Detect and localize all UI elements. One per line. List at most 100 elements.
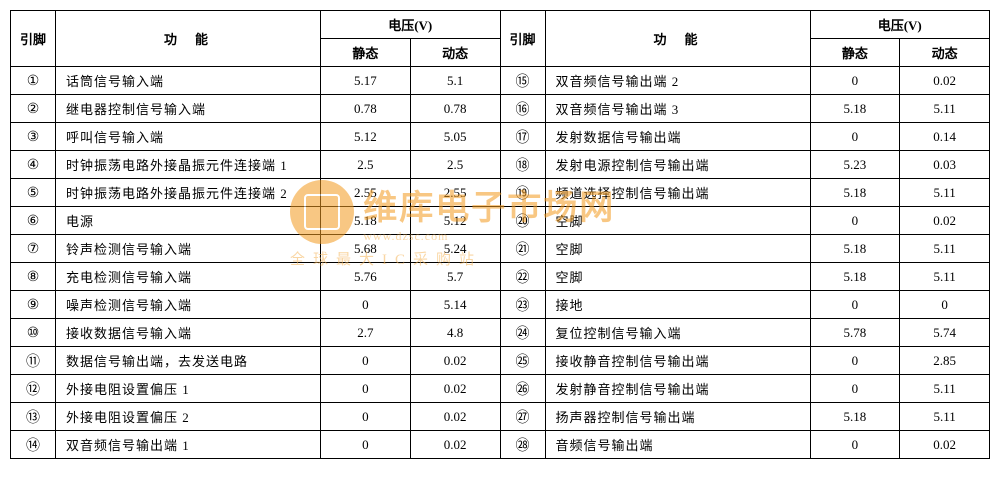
- dynamic-cell: 5.1: [410, 67, 500, 95]
- table-row: ⑤时钟振荡电路外接晶振元件连接端 22.552.55⑲频道选择控制信号输出端5.…: [11, 179, 990, 207]
- func-cell: 接收数据信号输入端: [56, 319, 321, 347]
- static-cell: 0: [321, 431, 411, 459]
- table-row: ⑬外接电阻设置偏压 200.02㉗扬声器控制信号输出端5.185.11: [11, 403, 990, 431]
- pin-cell: ⑧: [11, 263, 56, 291]
- header-volt-left: 电压(V): [321, 11, 501, 39]
- static-cell: 0: [810, 123, 900, 151]
- dynamic-cell: 0: [900, 291, 990, 319]
- dynamic-cell: 0.02: [900, 67, 990, 95]
- table-row: ⑥电源5.185.12⑳空脚00.02: [11, 207, 990, 235]
- header-static-left: 静态: [321, 39, 411, 67]
- dynamic-cell: 5.11: [900, 179, 990, 207]
- func-cell: 继电器控制信号输入端: [56, 95, 321, 123]
- pin-cell: ①: [11, 67, 56, 95]
- pin-cell: ⑮: [500, 67, 545, 95]
- table-row: ②继电器控制信号输入端0.780.78⑯双音频信号输出端 35.185.11: [11, 95, 990, 123]
- func-cell: 发射静音控制信号输出端: [545, 375, 810, 403]
- static-cell: 5.76: [321, 263, 411, 291]
- pin-cell: ⑰: [500, 123, 545, 151]
- table-row: ④时钟振荡电路外接晶振元件连接端 12.52.5⑱发射电源控制信号输出端5.23…: [11, 151, 990, 179]
- static-cell: 5.12: [321, 123, 411, 151]
- dynamic-cell: 2.55: [410, 179, 500, 207]
- pin-cell: ④: [11, 151, 56, 179]
- func-cell: 呼叫信号输入端: [56, 123, 321, 151]
- static-cell: 5.18: [321, 207, 411, 235]
- static-cell: 0: [810, 347, 900, 375]
- func-cell: 发射电源控制信号输出端: [545, 151, 810, 179]
- table-row: ①话筒信号输入端5.175.1⑮双音频信号输出端 200.02: [11, 67, 990, 95]
- func-cell: 发射数据信号输出端: [545, 123, 810, 151]
- table-row: ⑧充电检测信号输入端5.765.7㉒空脚5.185.11: [11, 263, 990, 291]
- pin-cell: ②: [11, 95, 56, 123]
- pin-function-table: 引脚 功能 电压(V) 引脚 功能 电压(V) 静态 动态 静态 动态 ①话筒信…: [10, 10, 990, 459]
- func-cell: 频道选择控制信号输出端: [545, 179, 810, 207]
- dynamic-cell: 0.03: [900, 151, 990, 179]
- pin-cell: ㉑: [500, 235, 545, 263]
- func-cell: 接地: [545, 291, 810, 319]
- dynamic-cell: 2.85: [900, 347, 990, 375]
- pin-cell: ⑯: [500, 95, 545, 123]
- dynamic-cell: 0.78: [410, 95, 500, 123]
- func-cell: 铃声检测信号输入端: [56, 235, 321, 263]
- dynamic-cell: 0.02: [410, 431, 500, 459]
- dynamic-cell: 0.02: [410, 403, 500, 431]
- dynamic-cell: 5.7: [410, 263, 500, 291]
- pin-cell: ③: [11, 123, 56, 151]
- header-volt-right: 电压(V): [810, 11, 990, 39]
- static-cell: 0: [321, 403, 411, 431]
- dynamic-cell: 5.11: [900, 95, 990, 123]
- func-cell: 双音频信号输出端 2: [545, 67, 810, 95]
- pin-cell: ⑦: [11, 235, 56, 263]
- dynamic-cell: 5.12: [410, 207, 500, 235]
- pin-cell: ⑭: [11, 431, 56, 459]
- static-cell: 5.18: [810, 403, 900, 431]
- func-cell: 空脚: [545, 235, 810, 263]
- static-cell: 5.18: [810, 263, 900, 291]
- header-pin-left: 引脚: [11, 11, 56, 67]
- func-cell: 电源: [56, 207, 321, 235]
- pin-cell: ⑥: [11, 207, 56, 235]
- static-cell: 0: [321, 291, 411, 319]
- dynamic-cell: 0.02: [900, 207, 990, 235]
- func-cell: 音频信号输出端: [545, 431, 810, 459]
- header-func-left: 功能: [56, 11, 321, 67]
- dynamic-cell: 5.11: [900, 375, 990, 403]
- static-cell: 2.5: [321, 151, 411, 179]
- func-cell: 空脚: [545, 207, 810, 235]
- table-row: ⑭双音频信号输出端 100.02㉘音频信号输出端00.02: [11, 431, 990, 459]
- func-cell: 充电检测信号输入端: [56, 263, 321, 291]
- header-func-right: 功能: [545, 11, 810, 67]
- static-cell: 0: [810, 291, 900, 319]
- pin-cell: ㉕: [500, 347, 545, 375]
- dynamic-cell: 5.11: [900, 263, 990, 291]
- pin-cell: ⑱: [500, 151, 545, 179]
- static-cell: 0.78: [321, 95, 411, 123]
- pin-cell: ⑳: [500, 207, 545, 235]
- dynamic-cell: 5.05: [410, 123, 500, 151]
- static-cell: 0: [321, 347, 411, 375]
- dynamic-cell: 0.14: [900, 123, 990, 151]
- pin-cell: ㉗: [500, 403, 545, 431]
- static-cell: 0: [810, 67, 900, 95]
- func-cell: 双音频信号输出端 3: [545, 95, 810, 123]
- static-cell: 5.17: [321, 67, 411, 95]
- dynamic-cell: 4.8: [410, 319, 500, 347]
- func-cell: 时钟振荡电路外接晶振元件连接端 2: [56, 179, 321, 207]
- func-cell: 空脚: [545, 263, 810, 291]
- static-cell: 5.18: [810, 95, 900, 123]
- static-cell: 5.23: [810, 151, 900, 179]
- dynamic-cell: 5.24: [410, 235, 500, 263]
- func-cell: 时钟振荡电路外接晶振元件连接端 1: [56, 151, 321, 179]
- pin-cell: ⑫: [11, 375, 56, 403]
- func-cell: 外接电阻设置偏压 2: [56, 403, 321, 431]
- func-cell: 双音频信号输出端 1: [56, 431, 321, 459]
- func-cell: 话筒信号输入端: [56, 67, 321, 95]
- pin-cell: ㉒: [500, 263, 545, 291]
- pin-cell: ㉓: [500, 291, 545, 319]
- pin-cell: ⑬: [11, 403, 56, 431]
- static-cell: 0: [321, 375, 411, 403]
- func-cell: 扬声器控制信号输出端: [545, 403, 810, 431]
- table-row: ⑦铃声检测信号输入端5.685.24㉑空脚5.185.11: [11, 235, 990, 263]
- func-cell: 外接电阻设置偏压 1: [56, 375, 321, 403]
- func-cell: 接收静音控制信号输出端: [545, 347, 810, 375]
